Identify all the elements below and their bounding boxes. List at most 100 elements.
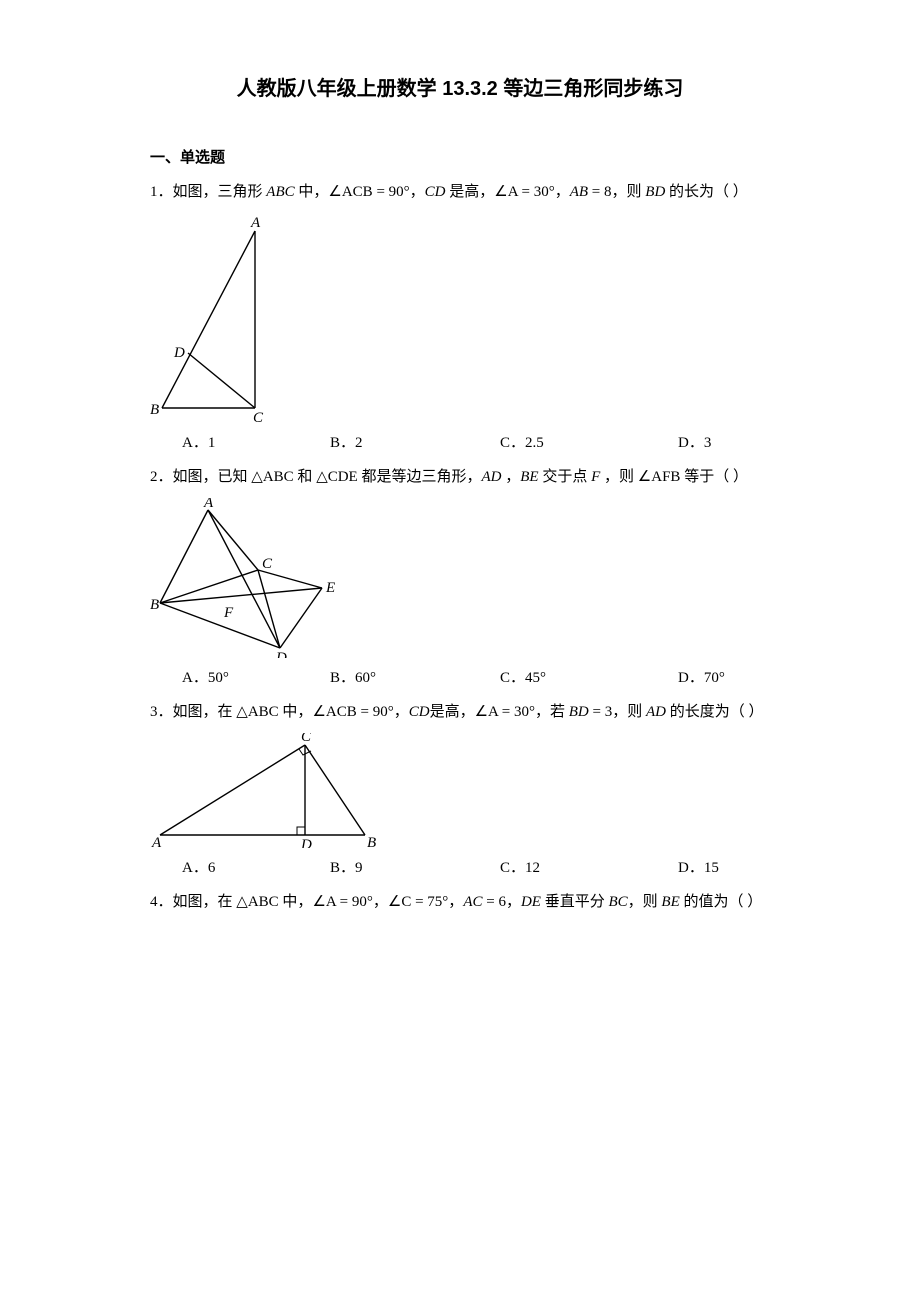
- svg-text:B: B: [150, 597, 159, 613]
- q1-a-v: = 30°: [518, 184, 555, 200]
- q2-num: 2．: [150, 469, 173, 485]
- q1-ab: AB: [570, 184, 588, 200]
- question-2-figure: A B C D E F: [150, 498, 770, 658]
- q4-bc: BC: [608, 894, 627, 910]
- svg-text:D: D: [275, 650, 287, 658]
- q3-bd-v: = 3: [589, 704, 612, 720]
- q1-opt-d: D．3: [678, 427, 738, 460]
- q2-t5: 交于点: [539, 469, 592, 485]
- q3-t4: 是高，: [430, 704, 475, 720]
- svg-text:D: D: [173, 345, 185, 361]
- q4-a-v: = 90°: [336, 894, 373, 910]
- question-2: 2．如图，已知 △ABC 和 △CDE 都是等边三角形，AD ，BE 交于点 F…: [150, 462, 770, 695]
- q3-t7: 的长度为（ ）: [666, 704, 764, 720]
- question-3: 3．如图，在 △ABC 中，∠ACB = 90°，CD是高，∠A = 30°，若…: [150, 697, 770, 885]
- q1-acb-v: = 90°: [373, 184, 410, 200]
- question-1-options: A．1 B．2 C．2.5 D．3: [150, 427, 770, 460]
- q4-t3: ，: [373, 894, 388, 910]
- q2-tri2: △CDE: [316, 469, 358, 485]
- q2-afb: ∠AFB: [638, 469, 681, 485]
- q4-de: DE: [521, 894, 541, 910]
- q1-ab-v: = 8: [588, 184, 611, 200]
- q4-ac: AC: [463, 894, 482, 910]
- q4-c: ∠C: [388, 894, 411, 910]
- q2-t1: 如图，已知: [173, 469, 252, 485]
- q3-opt-d: D．15: [678, 852, 738, 885]
- svg-text:E: E: [325, 580, 335, 596]
- q1-opt-b: B．2: [330, 427, 500, 460]
- q4-a: ∠A: [312, 894, 335, 910]
- q4-t4: ，: [448, 894, 463, 910]
- q2-opt-a: A．50°: [182, 662, 330, 695]
- q4-t1: 如图，在: [173, 894, 237, 910]
- q1-t2: 中，: [295, 184, 329, 200]
- question-4: 4．如图，在 △ABC 中，∠A = 90°，∠C = 75°，AC = 6，D…: [150, 887, 770, 917]
- q3-acb-v: = 90°: [357, 704, 394, 720]
- q2-t7: 等于（ ）: [680, 469, 748, 485]
- q3-cd: CD: [409, 704, 430, 720]
- q4-t2: 中，: [279, 894, 313, 910]
- question-3-options: A．6 B．9 C．12 D．15: [150, 852, 770, 885]
- q3-ad: AD: [646, 704, 666, 720]
- svg-text:F: F: [223, 605, 234, 621]
- svg-text:C: C: [253, 410, 264, 423]
- q1-opt-a: A．1: [182, 427, 330, 460]
- q3-t2: 中，: [279, 704, 313, 720]
- q3-t6: ，则: [612, 704, 646, 720]
- q2-opt-c: C．45°: [500, 662, 678, 695]
- page: 人教版八年级上册数学 13.3.2 等边三角形同步练习 一、单选题 1．如图，三…: [0, 0, 920, 1302]
- svg-text:A: A: [250, 215, 261, 231]
- svg-text:A: A: [203, 498, 214, 511]
- svg-text:D: D: [300, 837, 312, 848]
- q4-ac-v: = 6: [482, 894, 505, 910]
- q2-t4: ，: [502, 469, 521, 485]
- q3-t3: ，: [394, 704, 409, 720]
- q1-cd: CD: [425, 184, 446, 200]
- question-2-options: A．50° B．60° C．45° D．70°: [150, 662, 770, 695]
- q3-a: ∠A: [475, 704, 498, 720]
- q1-opt-c: C．2.5: [500, 427, 678, 460]
- question-4-stem: 4．如图，在 △ABC 中，∠A = 90°，∠C = 75°，AC = 6，D…: [150, 887, 770, 917]
- svg-text:C: C: [301, 733, 312, 745]
- svg-text:A: A: [151, 835, 162, 848]
- q4-t5: ，: [506, 894, 521, 910]
- q3-bd: BD: [569, 704, 589, 720]
- q4-be: BE: [661, 894, 679, 910]
- q2-opt-d: D．70°: [678, 662, 738, 695]
- q4-t7: ，则: [628, 894, 662, 910]
- q2-svg: A B C D E F: [150, 498, 345, 658]
- q3-acb: ∠ACB: [312, 704, 356, 720]
- q2-ad: AD: [482, 469, 502, 485]
- q2-t3: 都是等边三角形，: [358, 469, 482, 485]
- q4-t8: 的值为（ ）: [680, 894, 763, 910]
- q3-tri: △ABC: [236, 704, 278, 720]
- q2-t6: ，则: [600, 469, 638, 485]
- question-1-figure: A B C D: [150, 213, 770, 423]
- svg-text:C: C: [262, 556, 273, 572]
- q1-t6: ，则: [612, 184, 646, 200]
- q1-t5: ，: [555, 184, 570, 200]
- q1-acb: ∠ACB: [328, 184, 372, 200]
- q3-t5: ，若: [535, 704, 569, 720]
- svg-text:B: B: [367, 835, 376, 848]
- q1-svg: A B C D: [150, 213, 280, 423]
- q2-t2: 和: [294, 469, 317, 485]
- section-heading: 一、单选题: [150, 144, 770, 173]
- q3-opt-b: B．9: [330, 852, 500, 885]
- svg-text:B: B: [150, 402, 159, 418]
- question-3-figure: A B C D: [150, 733, 770, 848]
- q1-a: ∠A: [494, 184, 517, 200]
- q2-opt-b: B．60°: [330, 662, 500, 695]
- q3-t1: 如图，在: [173, 704, 237, 720]
- page-title: 人教版八年级上册数学 13.3.2 等边三角形同步练习: [150, 70, 770, 108]
- q3-svg: A B C D: [150, 733, 380, 848]
- q3-opt-a: A．6: [182, 852, 330, 885]
- question-1: 1．如图，三角形 ABC 中，∠ACB = 90°，CD 是高，∠A = 30°…: [150, 177, 770, 460]
- q1-t7: 的长为（ ）: [665, 184, 748, 200]
- q1-t1: 如图，三角形: [173, 184, 267, 200]
- q1-t3: ，: [410, 184, 425, 200]
- q1-t4: 是高，: [446, 184, 495, 200]
- q1-bd: BD: [645, 184, 665, 200]
- question-1-stem: 1．如图，三角形 ABC 中，∠ACB = 90°，CD 是高，∠A = 30°…: [150, 177, 770, 207]
- q4-c-v: = 75°: [411, 894, 448, 910]
